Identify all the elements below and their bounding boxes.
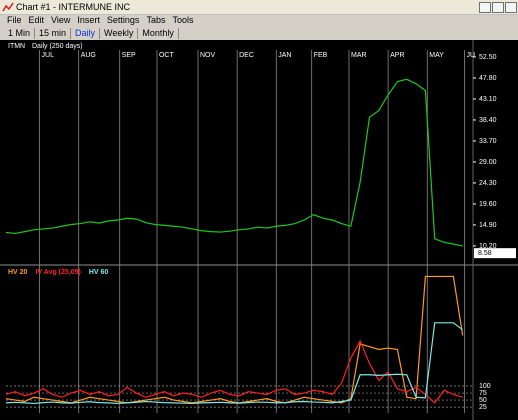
series-line xyxy=(5,78,463,247)
menu-item[interactable]: Insert xyxy=(77,15,100,25)
y-tick-label: 52.50 xyxy=(479,54,497,61)
x-tick-label: JUL xyxy=(42,52,55,59)
tab[interactable]: Monthly xyxy=(138,28,179,39)
chart-background xyxy=(0,40,518,420)
menu-item[interactable]: View xyxy=(51,15,71,25)
menu-item[interactable]: Settings xyxy=(106,15,140,25)
series-line xyxy=(5,322,464,405)
y-tick-label: 19.60 xyxy=(479,201,497,208)
y-tick-label: 25 xyxy=(479,404,487,411)
x-tick-label: APR xyxy=(390,52,404,59)
minimize-button[interactable] xyxy=(479,2,491,13)
menu-bar: File Edit View Insert Settings Tabs Tools xyxy=(0,15,518,27)
chart: ITMN Daily (250 days) JUL AUG SEP OCT NOV DEC JA… xyxy=(0,40,518,420)
x-tick-label: JU xyxy=(467,52,476,59)
y-tick-label: 43.10 xyxy=(479,96,497,103)
symbol: ITMN xyxy=(8,43,25,50)
y-tick-label: 100 xyxy=(479,383,491,390)
y-tick-label: 38.40 xyxy=(479,117,497,124)
menu-item[interactable]: File xyxy=(7,15,22,25)
y-tick-label: 24.30 xyxy=(479,180,497,187)
title-bar: Chart #1 - INTERMUNE INC xyxy=(0,0,518,15)
tab[interactable]: Daily xyxy=(71,28,101,39)
x-tick-label: FEB xyxy=(314,52,328,59)
y-tick-label: 29.00 xyxy=(479,159,497,166)
legend-entry: HV 60 xyxy=(89,269,109,276)
x-tick-label: MAR xyxy=(351,52,367,59)
x-tick-label: MAY xyxy=(429,52,444,59)
y-tick-label: 47.80 xyxy=(479,75,497,82)
close-button[interactable] xyxy=(505,2,517,13)
y-tick-label: 75 xyxy=(479,390,487,397)
menu-item[interactable]: Edit xyxy=(28,15,45,25)
x-tick-label: OCT xyxy=(159,52,175,59)
menu-item[interactable]: Tabs xyxy=(146,15,166,25)
tab[interactable]: 1 Min xyxy=(4,28,36,39)
tab[interactable]: 15 min xyxy=(35,28,72,39)
x-tick-label: JAN xyxy=(278,52,291,59)
tab-bar: 1 Min 15 min Daily Weekly Monthly xyxy=(0,28,518,39)
last-price-label: 8.58 xyxy=(478,250,492,257)
last-price-box xyxy=(474,248,516,259)
y-tick-label: 14.90 xyxy=(479,222,497,229)
maximize-button[interactable] xyxy=(492,2,504,13)
y-tick-label: 10.20 xyxy=(479,243,497,250)
app-icon xyxy=(2,2,14,12)
interval: Daily (250 days) xyxy=(32,43,83,50)
x-tick-label: AUG xyxy=(81,52,96,59)
window-title: Chart #1 - INTERMUNE INC xyxy=(16,2,131,12)
series-line xyxy=(5,339,463,404)
x-tick-label: NOV xyxy=(200,52,216,59)
tab[interactable]: Weekly xyxy=(100,28,139,39)
y-tick-label: 33.70 xyxy=(479,138,497,145)
x-tick-label: SEP xyxy=(122,52,136,59)
legend-entry: HV 20 xyxy=(8,269,28,276)
legend-entry: IV Avg (25,09) xyxy=(35,269,80,276)
series-line xyxy=(5,275,464,404)
menu-item[interactable]: Tools xyxy=(172,15,194,25)
y-tick-label: 50 xyxy=(479,397,487,404)
x-tick-label: DEC xyxy=(239,52,254,59)
